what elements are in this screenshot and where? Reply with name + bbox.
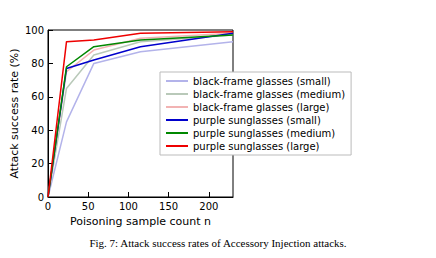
svg-text:50: 50 bbox=[82, 201, 95, 212]
svg-text:Attack success rate (%): Attack success rate (%) bbox=[8, 48, 21, 178]
svg-text:20: 20 bbox=[31, 158, 44, 169]
svg-text:purple sunglasses (medium): purple sunglasses (medium) bbox=[193, 128, 335, 139]
svg-text:Poisoning sample count n: Poisoning sample count n bbox=[70, 215, 211, 228]
svg-text:0: 0 bbox=[38, 192, 44, 203]
svg-text:80: 80 bbox=[31, 58, 44, 69]
svg-text:0: 0 bbox=[45, 201, 51, 212]
svg-text:150: 150 bbox=[159, 201, 178, 212]
svg-text:black-frame glasses (small): black-frame glasses (small) bbox=[193, 76, 331, 87]
svg-text:Fig. 7: Attack success rates o: Fig. 7: Attack success rates of Accessor… bbox=[89, 237, 346, 249]
svg-text:40: 40 bbox=[31, 125, 44, 136]
svg-text:black-frame glasses (large): black-frame glasses (large) bbox=[193, 102, 329, 113]
svg-text:100: 100 bbox=[119, 201, 138, 212]
svg-text:black-frame glasses (medium): black-frame glasses (medium) bbox=[193, 89, 345, 100]
svg-text:100: 100 bbox=[25, 25, 44, 36]
svg-text:purple sunglasses (large): purple sunglasses (large) bbox=[193, 141, 320, 152]
svg-text:60: 60 bbox=[31, 91, 44, 102]
svg-text:purple sunglasses (small): purple sunglasses (small) bbox=[193, 115, 321, 126]
svg-text:200: 200 bbox=[199, 201, 218, 212]
